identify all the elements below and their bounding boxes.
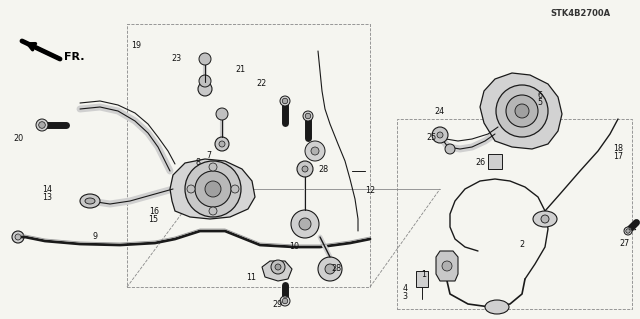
Ellipse shape (205, 181, 221, 197)
Text: 2: 2 (520, 241, 525, 249)
Text: 11: 11 (246, 273, 256, 282)
Ellipse shape (515, 104, 529, 118)
Ellipse shape (303, 111, 313, 121)
Ellipse shape (291, 210, 319, 238)
Text: 20: 20 (13, 134, 24, 143)
Text: 8: 8 (195, 158, 200, 167)
Ellipse shape (485, 300, 509, 314)
Ellipse shape (185, 161, 241, 217)
Text: 23: 23 (172, 54, 182, 63)
Text: 6: 6 (538, 91, 543, 100)
Ellipse shape (216, 108, 228, 120)
Ellipse shape (12, 231, 24, 243)
Ellipse shape (280, 96, 290, 106)
Text: 13: 13 (42, 193, 52, 202)
Text: 18: 18 (613, 144, 623, 153)
Ellipse shape (541, 215, 549, 223)
Ellipse shape (38, 122, 45, 128)
Text: 10: 10 (289, 242, 300, 251)
Ellipse shape (506, 95, 538, 127)
Ellipse shape (219, 141, 225, 147)
Ellipse shape (15, 234, 21, 240)
Ellipse shape (275, 264, 281, 270)
Text: 4: 4 (403, 284, 408, 293)
Ellipse shape (199, 53, 211, 65)
Text: 5: 5 (538, 98, 543, 107)
Ellipse shape (432, 127, 448, 143)
Ellipse shape (209, 207, 217, 215)
Ellipse shape (624, 227, 632, 235)
Text: 3: 3 (403, 292, 408, 300)
Ellipse shape (187, 185, 195, 193)
Text: FR.: FR. (64, 52, 84, 62)
Ellipse shape (533, 211, 557, 227)
Text: 14: 14 (42, 185, 52, 194)
Text: 21: 21 (236, 65, 246, 74)
Text: 16: 16 (148, 207, 159, 216)
Ellipse shape (318, 257, 342, 281)
Text: 26: 26 (475, 158, 485, 167)
Ellipse shape (80, 194, 100, 208)
Ellipse shape (280, 296, 290, 306)
Polygon shape (170, 159, 255, 219)
Ellipse shape (85, 198, 95, 204)
Text: 15: 15 (148, 215, 159, 224)
Ellipse shape (271, 260, 285, 274)
Ellipse shape (199, 75, 211, 87)
Ellipse shape (299, 218, 311, 230)
Polygon shape (480, 73, 562, 149)
Text: 9: 9 (92, 232, 97, 241)
Text: 25: 25 (426, 133, 436, 142)
Ellipse shape (231, 185, 239, 193)
Ellipse shape (198, 82, 212, 96)
Ellipse shape (626, 229, 630, 233)
Polygon shape (416, 271, 428, 287)
Ellipse shape (282, 98, 288, 104)
Text: 1: 1 (421, 271, 426, 279)
Ellipse shape (36, 119, 48, 131)
Text: 29: 29 (272, 300, 282, 309)
Ellipse shape (442, 261, 452, 271)
Ellipse shape (437, 132, 443, 138)
Ellipse shape (209, 163, 217, 171)
Text: 28: 28 (332, 264, 342, 273)
Text: 7: 7 (206, 151, 211, 160)
Text: 28: 28 (319, 165, 329, 174)
Polygon shape (262, 261, 292, 281)
Text: STK4B2700A: STK4B2700A (550, 9, 610, 18)
Text: 12: 12 (365, 186, 375, 195)
Polygon shape (488, 154, 502, 169)
Ellipse shape (282, 298, 288, 304)
Ellipse shape (311, 147, 319, 155)
Ellipse shape (325, 264, 335, 274)
Ellipse shape (195, 171, 231, 207)
Ellipse shape (305, 141, 325, 161)
Ellipse shape (302, 166, 308, 172)
Text: 19: 19 (131, 41, 141, 50)
Text: 27: 27 (620, 239, 630, 248)
Ellipse shape (297, 161, 313, 177)
Ellipse shape (305, 113, 311, 119)
Text: 22: 22 (256, 79, 266, 88)
Text: 17: 17 (613, 152, 623, 161)
Polygon shape (436, 251, 458, 281)
Text: 24: 24 (435, 107, 445, 115)
Ellipse shape (215, 137, 229, 151)
Ellipse shape (496, 85, 548, 137)
Ellipse shape (445, 144, 455, 154)
